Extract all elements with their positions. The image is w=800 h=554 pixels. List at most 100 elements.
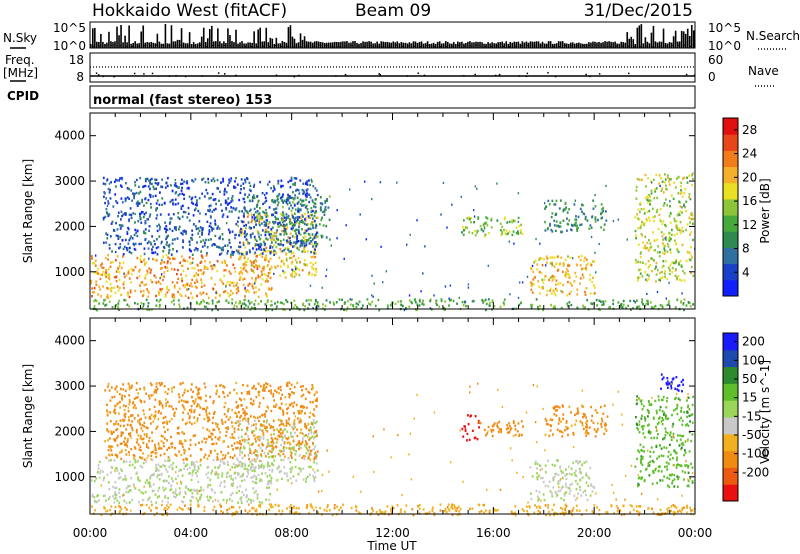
echo-cell bbox=[120, 197, 123, 200]
echo-cell bbox=[123, 440, 125, 443]
echo-cell bbox=[253, 491, 256, 494]
echo-cell bbox=[553, 256, 556, 259]
echo-cell bbox=[152, 251, 154, 254]
noise-bar bbox=[279, 43, 282, 48]
echo-cell bbox=[321, 216, 323, 219]
echo-cell bbox=[184, 490, 186, 494]
echo-cell bbox=[416, 303, 419, 306]
echo-cell bbox=[137, 414, 140, 417]
echo-cell bbox=[190, 478, 193, 482]
echo-cell bbox=[134, 180, 136, 184]
echo-cell bbox=[550, 228, 553, 232]
echo-cell bbox=[278, 221, 281, 225]
echo-cell bbox=[584, 293, 587, 296]
echo-cell bbox=[193, 464, 196, 468]
echo-cell bbox=[207, 181, 210, 184]
echo-cell bbox=[206, 495, 209, 498]
echo-cell bbox=[174, 496, 177, 499]
echo-cell bbox=[689, 221, 692, 224]
echo-cell bbox=[176, 250, 178, 253]
echo-cell bbox=[680, 206, 683, 209]
echo-cell bbox=[272, 395, 275, 398]
echo-cell bbox=[181, 186, 183, 190]
echo-cell bbox=[592, 199, 595, 202]
echo-cell bbox=[309, 284, 312, 287]
noise-bar bbox=[289, 25, 292, 48]
echo-cell bbox=[186, 181, 189, 185]
echo-cell bbox=[221, 261, 224, 264]
echo-cell bbox=[666, 204, 669, 207]
echo-cell bbox=[134, 242, 137, 246]
echo-cell bbox=[141, 498, 144, 502]
echo-cell bbox=[266, 219, 268, 222]
echo-cell bbox=[235, 284, 238, 287]
echo-cell bbox=[219, 384, 221, 387]
echo-cell bbox=[462, 219, 465, 222]
echo-cell bbox=[116, 427, 119, 431]
freq-dot bbox=[168, 75, 171, 77]
echo-cell bbox=[304, 206, 307, 209]
echo-cell bbox=[662, 220, 665, 223]
echo-cell bbox=[312, 307, 314, 310]
echo-cell bbox=[229, 256, 232, 259]
echo-cell bbox=[107, 202, 110, 205]
echo-cell bbox=[290, 383, 293, 387]
echo-cell bbox=[218, 199, 220, 202]
noise-bar bbox=[608, 41, 610, 48]
echo-cell bbox=[239, 245, 242, 249]
echo-cell bbox=[671, 270, 674, 274]
echo-cell bbox=[143, 213, 146, 216]
noise-bar bbox=[150, 41, 153, 48]
echo-cell bbox=[258, 438, 261, 442]
echo-cell bbox=[561, 230, 563, 234]
echo-cell bbox=[482, 230, 485, 233]
echo-cell bbox=[291, 214, 294, 218]
echo-cell bbox=[267, 230, 270, 234]
echo-cell bbox=[461, 427, 464, 431]
noise-bar bbox=[106, 42, 108, 48]
echo-cell bbox=[265, 385, 268, 389]
echo-cell bbox=[538, 285, 541, 289]
echo-cell bbox=[595, 298, 598, 302]
echo-cell bbox=[235, 447, 238, 450]
echo-cell bbox=[128, 239, 131, 242]
echo-cell bbox=[118, 451, 121, 454]
echo-cell bbox=[271, 198, 274, 202]
echo-cell bbox=[109, 411, 112, 414]
echo-cell bbox=[662, 242, 664, 245]
echo-cell bbox=[452, 299, 455, 303]
echo-cell bbox=[111, 396, 114, 399]
echo-cell bbox=[183, 229, 186, 232]
echo-cell bbox=[309, 213, 312, 217]
echo-cell bbox=[549, 289, 552, 292]
echo-cell bbox=[243, 467, 246, 470]
echo-cell bbox=[534, 259, 537, 263]
echo-cell bbox=[416, 308, 418, 312]
echo-cell bbox=[668, 269, 671, 272]
echo-cell bbox=[267, 452, 269, 456]
echo-cell bbox=[253, 303, 256, 306]
echo-cell bbox=[647, 259, 650, 263]
freq-dot bbox=[184, 75, 187, 78]
echo-cell bbox=[344, 301, 346, 304]
echo-cell bbox=[467, 283, 470, 286]
echo-cell bbox=[237, 404, 240, 407]
echo-cell bbox=[466, 226, 469, 230]
echo-cell bbox=[271, 234, 274, 238]
echo-cell bbox=[162, 245, 165, 249]
echo-cell bbox=[285, 232, 288, 236]
echo-cell bbox=[126, 292, 129, 295]
echo-cell bbox=[150, 500, 153, 503]
echo-cell bbox=[231, 482, 233, 486]
echo-cell bbox=[221, 472, 224, 475]
echo-cell bbox=[181, 445, 184, 449]
echo-cell bbox=[274, 454, 277, 458]
noise-bar bbox=[453, 42, 455, 48]
noise-bar bbox=[104, 43, 106, 48]
echo-cell bbox=[233, 388, 236, 392]
echo-cell bbox=[330, 244, 333, 247]
echo-cell bbox=[343, 308, 345, 311]
echo-cell bbox=[137, 434, 140, 437]
echo-cell bbox=[690, 265, 693, 269]
echo-cell bbox=[324, 205, 327, 209]
